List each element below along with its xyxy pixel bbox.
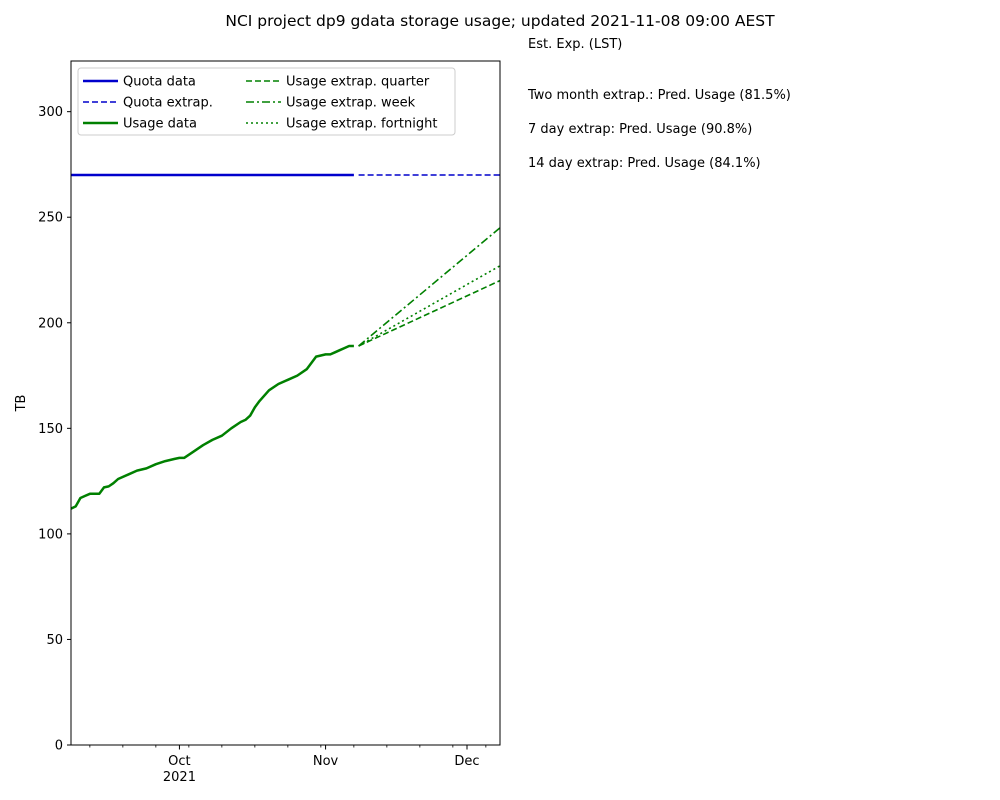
fourteen-day-extrap-note: 14 day extrap: Pred. Usage (84.1%) — [528, 156, 761, 171]
y-tick-label: 250 — [38, 211, 63, 226]
y-tick-label: 50 — [46, 633, 63, 648]
legend-label: Usage extrap. quarter — [286, 75, 430, 90]
legend-label: Usage extrap. fortnight — [286, 117, 437, 132]
chart-title: NCI project dp9 gdata storage usage; upd… — [225, 12, 775, 30]
x-tick-sublabel: 2021 — [163, 770, 196, 785]
x-tick-label: Nov — [313, 754, 339, 769]
y-tick-label: 200 — [38, 316, 63, 331]
est-exp-heading: Est. Exp. (LST) — [528, 37, 623, 52]
legend-label: Quota extrap. — [123, 96, 213, 111]
series-line-usage-extrap-week — [358, 227, 500, 347]
two-month-extrap-note: Two month extrap.: Pred. Usage (81.5%) — [528, 88, 791, 103]
series-layer — [71, 173, 500, 510]
plot-frame — [70, 60, 501, 746]
x-tick-label: Oct — [168, 754, 190, 769]
legend: Quota data Quota extrap. Usage data Usage e… — [77, 67, 456, 136]
y-tick-label: 300 — [38, 105, 63, 120]
y-tick-label: 150 — [38, 422, 63, 437]
seven-day-extrap-note: 7 day extrap: Pred. Usage (90.8%) — [528, 122, 753, 137]
y-tick-label: 0 — [55, 739, 63, 754]
legend-label: Usage extrap. week — [286, 96, 416, 111]
legend-label: Quota data — [123, 75, 196, 90]
y-tick-label: 100 — [38, 527, 63, 542]
x-tick-label: Dec — [454, 754, 479, 769]
legend-label: Usage data — [123, 117, 197, 132]
series-line-usage-extrap-fortnight — [358, 265, 500, 347]
y-axis-label: TB — [14, 395, 29, 413]
series-line-usage-extrap-quarter — [358, 279, 500, 347]
series-line-usage-data — [71, 344, 354, 510]
